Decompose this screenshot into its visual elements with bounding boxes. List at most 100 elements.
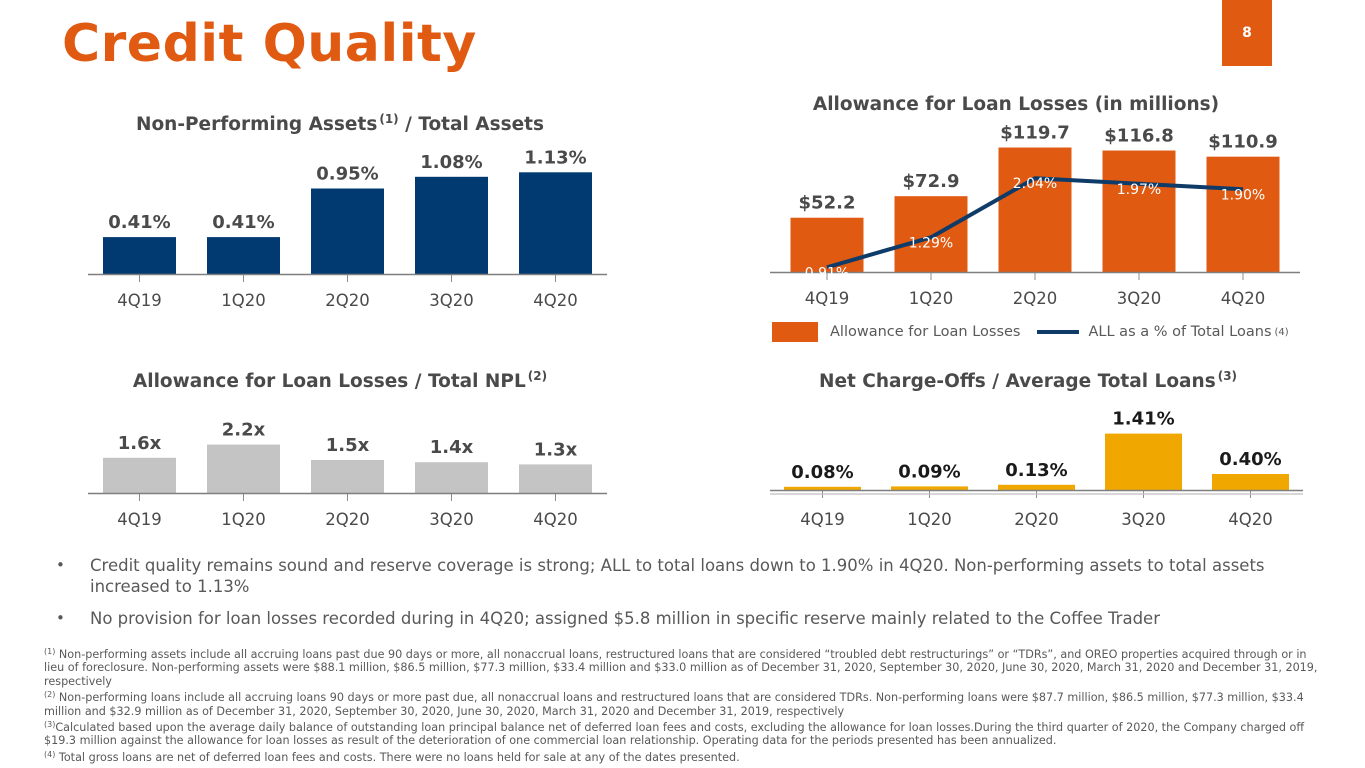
bar-npl-3Q20 xyxy=(415,462,488,493)
chart-title-nco: Net Charge-Offs / Average Total Loans (3) xyxy=(819,369,1237,392)
legend-label-line: ALL as a % of Total Loans xyxy=(1088,324,1272,340)
data-label-nco: 0.09% xyxy=(898,461,960,482)
chart-title-text: Non-Performing Assets xyxy=(135,114,378,135)
legend-swatch-line xyxy=(1036,330,1079,334)
footnote-3: (3)Calculated based upon the average dai… xyxy=(44,718,1326,748)
x-tick-label: 1Q20 xyxy=(221,510,265,529)
x-tick-label: 1Q20 xyxy=(909,289,953,308)
chart-title-suffix: / Total Assets xyxy=(405,114,545,135)
chart-title-all: Allowance for Loan Losses (in millions) xyxy=(813,94,1219,115)
legend-label-bar: Allowance for Loan Losses xyxy=(830,324,1021,340)
chart-legend-all: Allowance for Loan Losses ALL as a % of … xyxy=(772,321,1289,343)
footnote-marker: (1) xyxy=(379,112,399,126)
page-title: Credit Quality xyxy=(62,14,477,74)
line-label-all-pct: 0.91% xyxy=(805,265,849,281)
x-tick-label: 2Q20 xyxy=(325,510,369,529)
bar-all-4Q19 xyxy=(790,217,864,272)
x-tick-label: 2Q20 xyxy=(1013,289,1057,308)
data-label-npl: 1.3x xyxy=(534,439,578,460)
data-label-npa: 1.08% xyxy=(420,152,482,173)
x-tick-label: 2Q20 xyxy=(1014,510,1058,529)
footnote-marker: (3) xyxy=(1217,369,1238,383)
chart-title-text: Net Charge-Offs / Average Total Loans xyxy=(818,371,1216,392)
bar-npl-2Q20 xyxy=(311,460,384,493)
data-label-nco: 1.41% xyxy=(1112,409,1174,430)
footnote-4: (4) Total gross loans are net of deferre… xyxy=(44,748,1326,764)
x-tick-label: 4Q19 xyxy=(800,510,844,529)
bullet-item: • Credit quality remains sound and reser… xyxy=(56,555,1286,597)
x-tick-label: 4Q20 xyxy=(1228,510,1272,529)
bar-npa-4Q20 xyxy=(519,172,592,274)
footnote-text: Total gross loans are net of deferred lo… xyxy=(58,750,740,764)
bar-all-1Q20 xyxy=(894,196,968,272)
page-number: 8 xyxy=(1242,25,1252,41)
bullet-text: Credit quality remains sound and reserve… xyxy=(90,556,1265,596)
line-label-all-pct: 1.97% xyxy=(1117,182,1161,198)
data-label-all: $52.2 xyxy=(799,193,856,214)
data-label-npl: 2.2x xyxy=(222,420,266,441)
x-tick-label: 4Q20 xyxy=(533,510,577,529)
footnotes: (1) Non-performing assets include all ac… xyxy=(44,645,1326,764)
bullet-icon: • xyxy=(56,609,65,627)
summary-bullets: • Credit quality remains sound and reser… xyxy=(56,555,1286,640)
footnote-1: (1) Non-performing assets include all ac… xyxy=(44,645,1326,688)
footnote-text: Calculated based upon the average daily … xyxy=(44,721,1305,748)
data-label-npa: 0.41% xyxy=(212,212,274,233)
data-label-npl: 1.4x xyxy=(430,437,474,458)
x-tick-label: 1Q20 xyxy=(907,510,951,529)
bar-npa-1Q20 xyxy=(207,237,280,274)
bar-nco-2Q20 xyxy=(998,484,1075,490)
page-number-badge: 8 xyxy=(1222,0,1272,66)
x-tick-label: 3Q20 xyxy=(429,291,473,310)
data-label-npa: 0.41% xyxy=(108,212,170,233)
bar-npa-2Q20 xyxy=(311,188,384,274)
bar-all-2Q20 xyxy=(998,147,1072,272)
line-label-all-pct: 1.29% xyxy=(909,235,953,251)
footnote-marker: (4) xyxy=(1274,326,1289,338)
bar-nco-4Q20 xyxy=(1212,474,1289,490)
chart-title-npa: Non-Performing Assets (1) / Total Assets xyxy=(136,112,544,135)
bar-nco-4Q19 xyxy=(784,486,861,490)
data-label-all: $119.7 xyxy=(1000,123,1069,144)
bar-npa-4Q19 xyxy=(103,237,176,274)
bullet-icon: • xyxy=(56,556,65,574)
footnote-text: Non-performing assets include all accrui… xyxy=(44,648,1318,688)
x-tick-label: 4Q19 xyxy=(117,291,161,310)
data-label-npl: 1.6x xyxy=(118,433,162,454)
data-label-nco: 0.40% xyxy=(1219,449,1281,470)
bullet-item: • No provision for loan losses recorded … xyxy=(56,608,1286,629)
x-tick-label: 4Q20 xyxy=(533,291,577,310)
line-label-all-pct: 1.90% xyxy=(1221,187,1265,203)
footnote-text: Non-performing loans include all accruin… xyxy=(44,691,1304,718)
footnote-marker: (4) xyxy=(44,749,56,759)
chart-title-text: Allowance for Loan Losses (in millions) xyxy=(812,94,1220,115)
bar-npl-4Q20 xyxy=(519,464,592,493)
footnote-marker: (1) xyxy=(44,647,56,656)
chart-title-npl: Allowance for Loan Losses / Total NPL (2) xyxy=(133,369,547,392)
bullet-text: No provision for loan losses recorded du… xyxy=(90,609,1160,628)
bar-nco-3Q20 xyxy=(1105,433,1182,490)
bar-nco-1Q20 xyxy=(891,486,968,490)
bar-all-3Q20 xyxy=(1102,150,1176,272)
data-label-nco: 0.08% xyxy=(791,462,853,483)
bar-all-4Q20 xyxy=(1206,156,1280,272)
x-tick-label: 4Q19 xyxy=(805,289,849,308)
legend-swatch-bar xyxy=(772,322,818,342)
x-tick-label: 3Q20 xyxy=(1117,289,1161,308)
bar-npa-3Q20 xyxy=(415,176,488,274)
chart-title-text: Allowance for Loan Losses / Total NPL xyxy=(132,371,526,392)
data-label-all: $72.9 xyxy=(903,171,960,192)
x-tick-label: 3Q20 xyxy=(1121,510,1165,529)
data-label-all: $116.8 xyxy=(1104,126,1173,147)
x-tick-label: 4Q19 xyxy=(117,510,161,529)
data-label-npa: 1.13% xyxy=(524,147,586,168)
data-label-npl: 1.5x xyxy=(326,435,370,456)
footnote-marker: (2) xyxy=(44,690,56,700)
data-label-nco: 0.13% xyxy=(1005,460,1067,481)
x-tick-label: 4Q20 xyxy=(1221,289,1265,308)
bar-npl-1Q20 xyxy=(207,444,280,493)
bar-npl-4Q19 xyxy=(103,457,176,493)
line-label-all-pct: 2.04% xyxy=(1013,176,1057,192)
data-label-npa: 0.95% xyxy=(316,164,378,185)
